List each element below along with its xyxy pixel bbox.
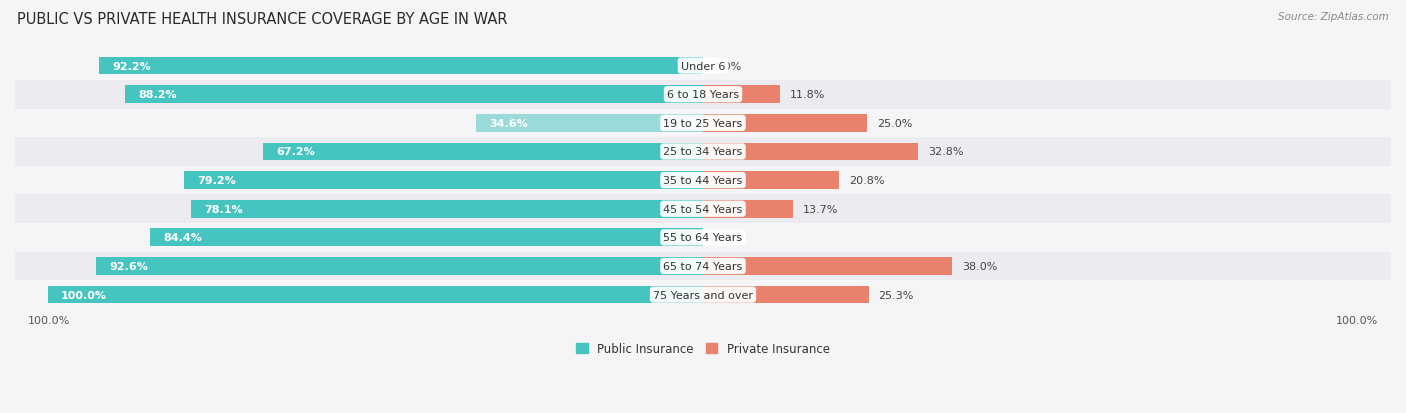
Text: 100.0%: 100.0% (1336, 316, 1378, 325)
Bar (48, 286, 703, 304)
Text: 84.4%: 84.4% (163, 233, 202, 243)
Text: 92.2%: 92.2% (112, 62, 150, 71)
Legend: Public Insurance, Private Insurance: Public Insurance, Private Insurance (571, 337, 835, 360)
Text: 75 Years and over: 75 Years and over (652, 290, 754, 300)
Bar (703, 143, 918, 161)
Bar (15, 166, 1391, 195)
Text: 100.0%: 100.0% (60, 290, 107, 300)
Text: 65 to 74 Years: 65 to 74 Years (664, 261, 742, 271)
Bar (15, 109, 1391, 138)
Text: 67.2%: 67.2% (276, 147, 315, 157)
Bar (96, 257, 703, 275)
Bar (15, 223, 1391, 252)
Text: 32.8%: 32.8% (928, 147, 963, 157)
Text: 100.0%: 100.0% (28, 316, 70, 325)
Text: Source: ZipAtlas.com: Source: ZipAtlas.com (1278, 12, 1389, 22)
Text: 13.7%: 13.7% (803, 204, 838, 214)
Bar (15, 138, 1391, 166)
Text: 0.0%: 0.0% (713, 62, 741, 71)
Text: 25 to 34 Years: 25 to 34 Years (664, 147, 742, 157)
Bar (15, 280, 1391, 309)
Bar (703, 200, 793, 218)
Text: 0.0%: 0.0% (713, 233, 741, 243)
Bar (191, 200, 703, 218)
Text: 55 to 64 Years: 55 to 64 Years (664, 233, 742, 243)
Bar (184, 172, 703, 190)
Text: Under 6: Under 6 (681, 62, 725, 71)
Bar (703, 286, 869, 304)
Bar (98, 57, 703, 75)
Bar (477, 115, 703, 133)
Text: 79.2%: 79.2% (197, 176, 236, 186)
Bar (703, 257, 952, 275)
Bar (15, 252, 1391, 280)
Bar (150, 229, 703, 247)
Text: 92.6%: 92.6% (110, 261, 148, 271)
Text: PUBLIC VS PRIVATE HEALTH INSURANCE COVERAGE BY AGE IN WAR: PUBLIC VS PRIVATE HEALTH INSURANCE COVER… (17, 12, 508, 27)
Text: 34.6%: 34.6% (489, 119, 529, 128)
Text: 78.1%: 78.1% (204, 204, 243, 214)
Text: 25.0%: 25.0% (876, 119, 912, 128)
Text: 11.8%: 11.8% (790, 90, 825, 100)
Bar (15, 81, 1391, 109)
Text: 19 to 25 Years: 19 to 25 Years (664, 119, 742, 128)
Text: 88.2%: 88.2% (138, 90, 177, 100)
Text: 25.3%: 25.3% (879, 290, 914, 300)
Text: 38.0%: 38.0% (962, 261, 997, 271)
Bar (15, 52, 1391, 81)
Bar (125, 86, 703, 104)
Bar (703, 86, 780, 104)
Bar (703, 172, 839, 190)
Text: 6 to 18 Years: 6 to 18 Years (666, 90, 740, 100)
Bar (15, 195, 1391, 223)
Bar (703, 115, 868, 133)
Text: 20.8%: 20.8% (849, 176, 884, 186)
Bar (263, 143, 703, 161)
Text: 45 to 54 Years: 45 to 54 Years (664, 204, 742, 214)
Text: 35 to 44 Years: 35 to 44 Years (664, 176, 742, 186)
